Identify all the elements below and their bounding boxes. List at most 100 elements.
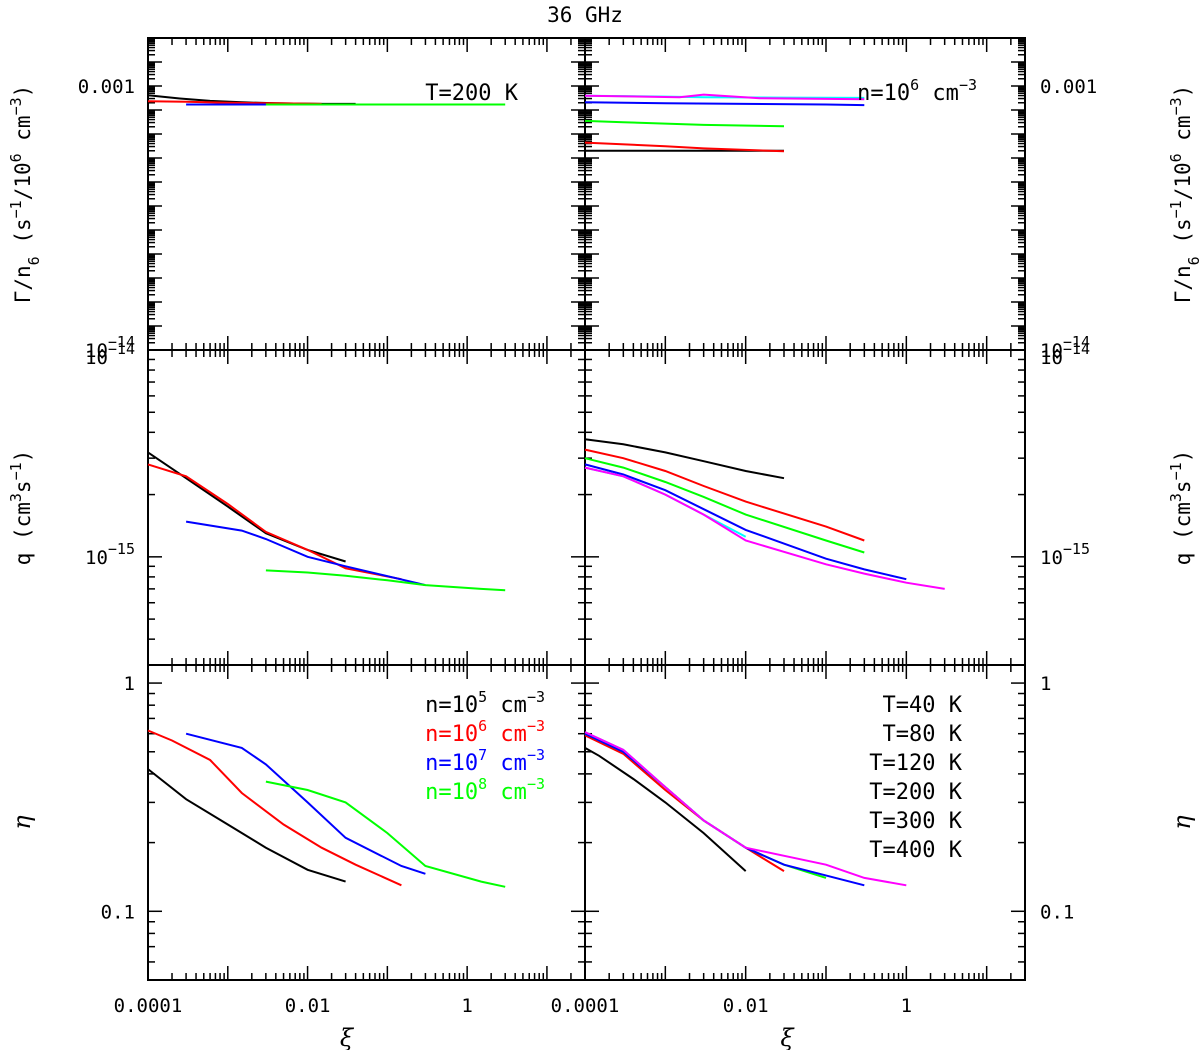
y-tick-label: 1 [124, 673, 135, 695]
y-axis-label-part: (s [11, 218, 35, 256]
legend-entry-part: 5 [478, 688, 487, 706]
series-line [584, 93, 865, 101]
y-axis-label-part: 3 [7, 493, 25, 502]
y-axis-label: q (cm3s−1) [7, 450, 35, 566]
legend-entry: T=120 K [869, 751, 962, 776]
series-line [265, 569, 506, 592]
y-tick-label-part: 10 [85, 340, 108, 362]
y-axis-label-part: 3 [1167, 493, 1185, 502]
legend-entry-part: 6 [478, 717, 487, 735]
x-tick-label: 0.0001 [114, 995, 183, 1017]
y-tick-label: 10−15 [85, 540, 135, 569]
y-axis-label-part: /10 [1171, 162, 1195, 200]
series-line [584, 119, 785, 128]
y-axis-label-part: −1 [7, 200, 25, 218]
y-axis-label-part: −3 [1167, 97, 1185, 115]
y-tick-label: 0.1 [1040, 901, 1074, 923]
chart-title: 36 GHz [547, 3, 623, 27]
y-axis-label-part: s [11, 480, 35, 493]
series-line [584, 101, 865, 107]
legend-entry-part: n=10 [425, 693, 478, 718]
y-axis-label-part: ) [11, 85, 35, 98]
y-axis-label-part: ) [1171, 85, 1195, 98]
x-axis-label: ξ [340, 1024, 355, 1050]
y-tick-label-part: 10 [1040, 547, 1063, 569]
y-axis-label: Γ/n6 (s−1/106 cm−3) [1167, 85, 1200, 304]
x-tick-label: 1 [461, 995, 472, 1017]
legend-entry: n=105 cm−3 [425, 688, 545, 718]
legend-entry-part: n=10 [425, 722, 478, 747]
y-tick-label-part: 10 [85, 347, 108, 369]
legend-entry-part: −3 [527, 775, 545, 793]
y-tick-label-part: 10 [1040, 340, 1063, 362]
panel-frame [147, 37, 586, 351]
y-axis-label-part: ) [11, 450, 35, 463]
y-axis-label-text: q (cm3s−1) [1167, 450, 1195, 566]
legend-entry: n=108 cm−3 [425, 775, 545, 805]
legend-entry: T=400 K [869, 838, 962, 863]
series-line [185, 732, 426, 875]
series-line [584, 141, 785, 153]
y-axis-label: q (cm3s−1) [1167, 450, 1195, 566]
legend-entry-part: cm [487, 722, 527, 747]
y-axis-label-text: q (cm3s−1) [7, 450, 35, 566]
panel-frames [147, 37, 1026, 981]
y-tick-label: 1 [1040, 673, 1051, 695]
y-tick-label: 10−15 [1040, 540, 1090, 569]
y-axis-label: Γ/n6 (s−1/106 cm−3) [7, 85, 43, 304]
legend-entry-part: −3 [527, 717, 545, 735]
panel-frame [584, 664, 1026, 981]
y-axis-label-part: −1 [1167, 462, 1185, 480]
y-tick-label: 10−14 [1040, 333, 1090, 362]
legend-entry: T=200 K [869, 780, 962, 805]
panel-annotation: n=106 cm−3 [857, 76, 977, 106]
y-axis-label-part: −3 [7, 97, 25, 115]
y-tick-label-part: −14 [1063, 340, 1090, 358]
y-axis-label-part: /10 [11, 162, 35, 200]
x-tick-label: 0.01 [285, 995, 331, 1017]
panel-annotation-part: cm [919, 81, 959, 106]
y-tick-label: 0.001 [1040, 76, 1097, 98]
legend-entry: n=106 cm−3 [425, 717, 545, 747]
series-line [584, 466, 945, 590]
legend-entry: T=40 K [883, 693, 963, 718]
y-axis-label-part: Γ/n [1171, 265, 1195, 303]
y-axis-label-part: 6 [7, 153, 25, 162]
series-line [147, 463, 402, 581]
panel-frame [584, 349, 1026, 666]
series-line [584, 438, 785, 480]
series-line [147, 451, 346, 563]
legend-entry: T=300 K [869, 809, 962, 834]
series-line [147, 729, 402, 887]
y-tick-label: 0.001 [78, 76, 135, 98]
x-tick-label: 0.01 [723, 995, 769, 1017]
series-line [584, 731, 907, 887]
y-axis-label-part: q (cm [11, 502, 35, 565]
y-tick-label-part: −15 [108, 540, 135, 558]
y-axis-label: η [8, 815, 36, 830]
x-tick-label: 1 [901, 995, 912, 1017]
legend-entry-part: 7 [478, 746, 487, 764]
y-axis-label-part: cm [1171, 115, 1195, 153]
legend-entry-part: n=10 [425, 780, 478, 805]
y-axis-label-part: 6 [1185, 256, 1200, 265]
legend-entry: T=80 K [883, 722, 963, 747]
y-axis-label-part: s [1171, 480, 1195, 493]
series-line [584, 457, 865, 554]
series-line [584, 448, 865, 542]
legend-entry-part: cm [487, 693, 527, 718]
x-tick-label: 0.0001 [551, 995, 620, 1017]
series-layer [147, 93, 945, 888]
legend-entry-part: n=10 [425, 751, 478, 776]
y-axis-label-part: ) [1171, 450, 1195, 463]
y-axis-label-text: η [1168, 815, 1196, 830]
legend-entry-part: cm [487, 780, 527, 805]
y-axis-label-part: Γ/n [11, 265, 35, 303]
legend-entry-part: 8 [478, 775, 487, 793]
y-axis-label-part: 6 [1167, 153, 1185, 162]
y-axis-label-part: q (cm [1171, 502, 1195, 565]
legend-entry: n=107 cm−3 [425, 746, 545, 776]
